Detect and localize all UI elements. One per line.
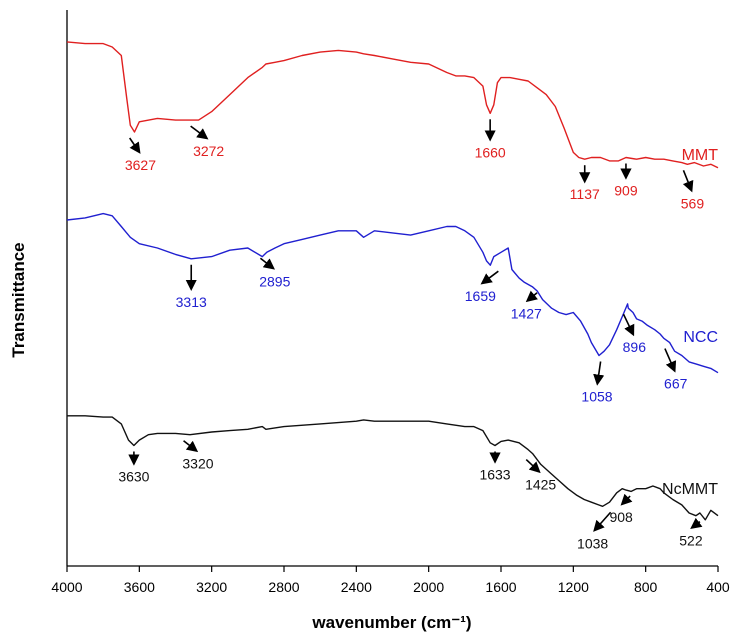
- x-tick-label: 400: [706, 579, 730, 595]
- series-label-ncc: NCC: [683, 329, 718, 346]
- x-tick-label: 1200: [558, 579, 589, 595]
- peak-arrow: [690, 517, 703, 530]
- series-labels: MMT NCC NcMMT: [662, 147, 718, 498]
- peak-label: 522: [679, 533, 703, 549]
- peak-arrow: [664, 348, 677, 373]
- peak-label: 909: [614, 183, 638, 199]
- series-line-ncmmt: [67, 415, 719, 521]
- peak-arrow: [593, 511, 612, 532]
- x-tick-label: 2800: [268, 579, 299, 595]
- x-tick-label: 3600: [124, 579, 155, 595]
- series-line-mmt: [66, 41, 719, 169]
- peak-label: 1659: [465, 288, 496, 304]
- peak-arrow: [525, 290, 538, 303]
- peak-arrow: [190, 125, 209, 140]
- peak-arrow: [622, 313, 635, 337]
- peak-label: 3627: [125, 157, 156, 173]
- peak-arrow: [593, 361, 605, 386]
- x-axis-title: wavenumber (cm⁻¹): [311, 613, 471, 632]
- peak-label: 3313: [176, 294, 207, 310]
- series-line-ncc: [66, 212, 719, 374]
- series-label-mmt: MMT: [682, 147, 719, 164]
- peak-label: 3630: [118, 469, 149, 485]
- peak-arrow: [620, 493, 633, 506]
- peak-arrow: [128, 137, 141, 154]
- peak-label: 908: [609, 509, 633, 525]
- peak-label: 1660: [475, 144, 506, 160]
- peak-label: 1633: [479, 467, 510, 483]
- chart-axes: [66, 10, 718, 567]
- peak-label: 3272: [193, 143, 224, 159]
- peak-label: 1425: [525, 477, 556, 493]
- peak-arrow: [480, 270, 499, 285]
- series-layer: [66, 41, 719, 521]
- peak-label: 2895: [259, 273, 290, 289]
- x-tick-label: 1600: [485, 579, 516, 595]
- peak-label: 1137: [570, 186, 600, 202]
- peak-label: 1427: [511, 306, 542, 322]
- x-axis-ticks: 4000 3600 3200 2800 2400 2000 1600 1200 800 400: [51, 566, 730, 595]
- peak-arrow: [682, 170, 694, 193]
- peak-arrow: [183, 440, 199, 453]
- x-tick-label: 800: [634, 579, 658, 595]
- peak-label: 1058: [581, 389, 612, 405]
- x-tick-label: 2400: [341, 579, 372, 595]
- peak-arrow: [259, 257, 275, 270]
- peak-label: 896: [623, 339, 647, 355]
- series-label-ncmmt: NcMMT: [662, 481, 718, 498]
- y-axis-title: Transmittance: [9, 242, 28, 357]
- peak-label: 667: [664, 376, 688, 392]
- peak-label: 569: [681, 195, 705, 211]
- peak-label: 1038: [577, 535, 608, 551]
- peak-label: 3320: [182, 456, 213, 472]
- x-tick-label: 4000: [51, 579, 82, 595]
- x-tick-label: 3200: [196, 579, 227, 595]
- x-tick-label: 2000: [413, 579, 444, 595]
- peak-arrow: [525, 459, 541, 474]
- peak-annotations: 3627 3272 1660 1137 909 569 3313 2895 1659 1427 10…: [118, 119, 704, 551]
